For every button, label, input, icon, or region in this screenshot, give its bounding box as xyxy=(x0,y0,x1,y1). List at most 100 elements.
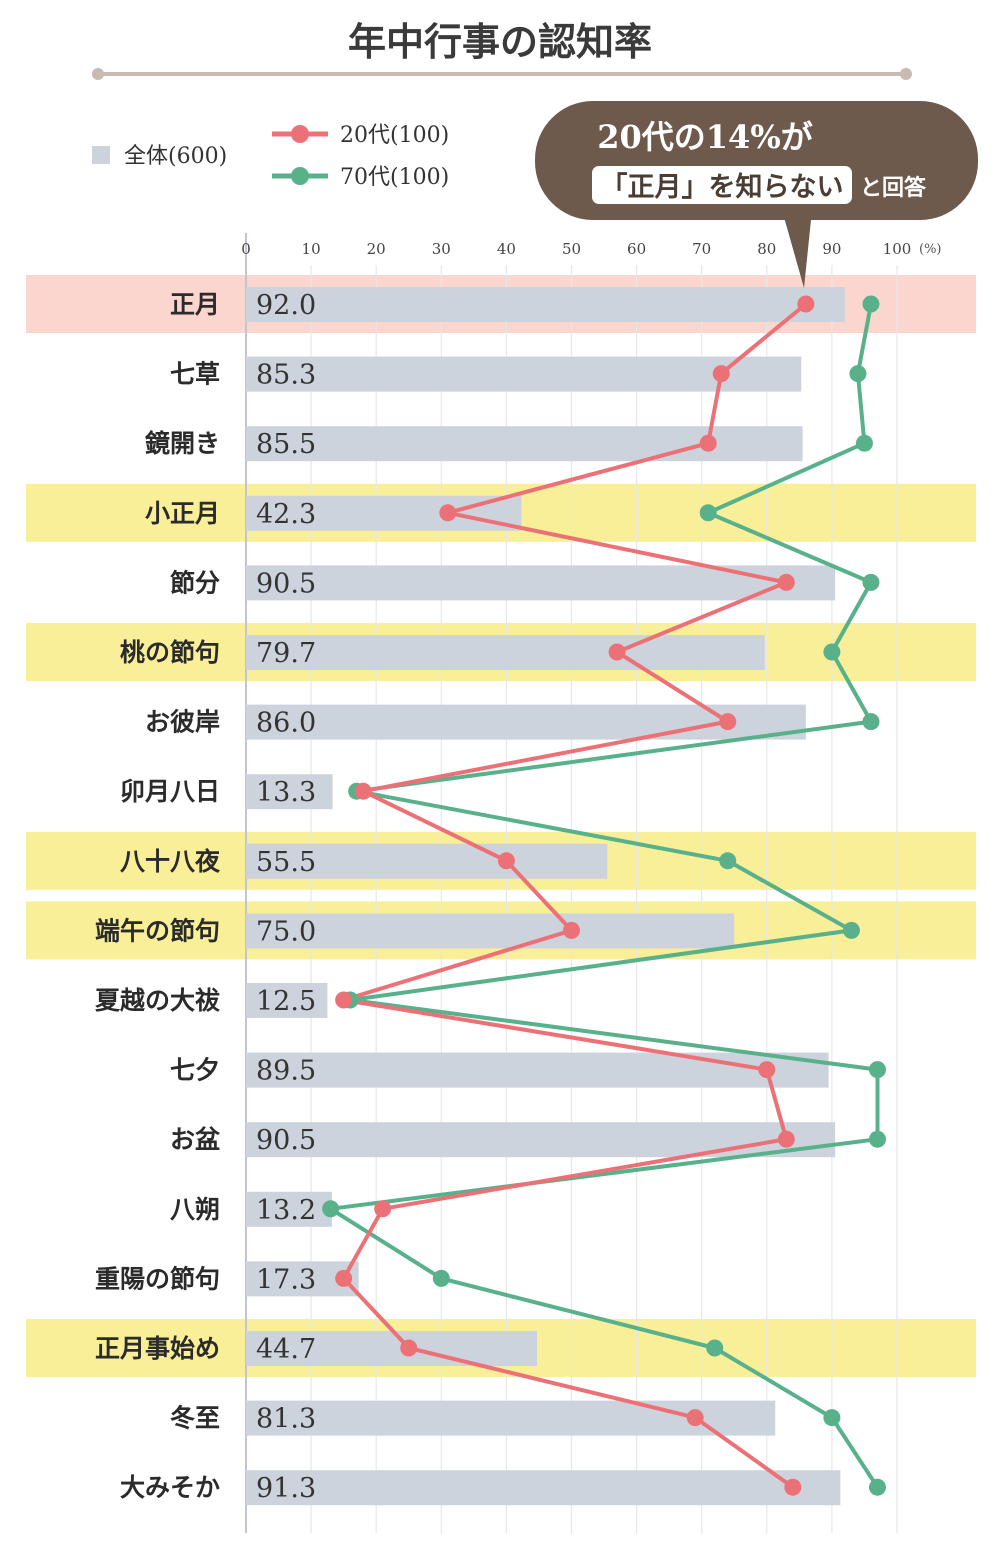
value-label-11: 89.5 xyxy=(256,1056,316,1087)
point-70s-15 xyxy=(706,1339,724,1357)
bar-4 xyxy=(246,565,836,601)
tick-label-40: 40 xyxy=(497,240,516,258)
category-label-2: 鏡開き xyxy=(145,429,220,458)
callout-line1: 20代の14%が xyxy=(597,118,812,156)
point-20s-8 xyxy=(497,852,515,870)
point-20s-7 xyxy=(354,782,372,800)
category-label-5: 桃の節句 xyxy=(120,638,220,667)
value-labels: 92.0 85.3 85.5 42.3 90.5 79.7 86.0 13.3 55.5 75.0… xyxy=(256,290,316,1504)
point-70s-8 xyxy=(719,852,737,870)
value-label-17: 91.3 xyxy=(256,1473,316,1504)
category-label-9: 端午の節句 xyxy=(95,916,220,945)
value-label-8: 55.5 xyxy=(256,847,316,878)
category-label-7: 卯月八日 xyxy=(120,777,220,806)
value-label-6: 86.0 xyxy=(256,708,316,739)
title-rule-dot-left xyxy=(92,68,104,80)
point-70s-17 xyxy=(868,1478,886,1496)
point-20s-6 xyxy=(719,713,737,731)
value-label-9: 75.0 xyxy=(256,916,316,947)
bar-2 xyxy=(246,426,803,462)
category-label-4: 節分 xyxy=(170,568,220,597)
point-70s-5 xyxy=(823,643,841,661)
tick-label-80: 80 xyxy=(757,240,776,258)
point-70s-11 xyxy=(868,1061,886,1079)
value-label-1: 85.3 xyxy=(256,360,316,391)
point-70s-3 xyxy=(699,504,717,522)
value-label-13: 13.2 xyxy=(256,1195,316,1226)
tick-label-90: 90 xyxy=(822,240,841,258)
legend-label-20s: 20代(100) xyxy=(340,123,449,148)
category-label-13: 八朔 xyxy=(170,1195,220,1224)
callout-line2-tail: と回答 xyxy=(860,175,927,201)
point-70s-14 xyxy=(432,1269,450,1287)
bar-7 xyxy=(246,774,333,810)
point-70s-0 xyxy=(862,295,880,313)
category-label-0: 正月 xyxy=(170,290,220,319)
callout-highlight-box xyxy=(592,166,852,204)
category-label-12: お盆 xyxy=(170,1125,221,1154)
point-20s-3 xyxy=(439,504,457,522)
category-label-8: 八十八夜 xyxy=(120,847,221,876)
point-20s-10 xyxy=(335,991,353,1009)
point-70s-12 xyxy=(868,1130,886,1148)
callout-pointer xyxy=(782,210,812,288)
bar-11 xyxy=(246,1052,829,1088)
point-20s-1 xyxy=(712,365,730,383)
category-label-10: 夏越の大祓 xyxy=(95,986,220,1015)
value-label-12: 90.5 xyxy=(256,1125,316,1156)
value-label-15: 44.7 xyxy=(256,1334,316,1365)
value-label-2: 85.5 xyxy=(256,429,316,460)
title-rule-dot-right xyxy=(900,68,912,80)
point-20s-12 xyxy=(777,1130,795,1148)
category-label-3: 小正月 xyxy=(145,499,220,528)
tick-label-30: 30 xyxy=(432,240,451,258)
legend-label-overall: 全体(600) xyxy=(124,144,227,169)
line-20s xyxy=(341,302,808,1489)
point-20s-13 xyxy=(374,1200,392,1218)
category-label-17: 大みそか xyxy=(120,1473,220,1502)
line-70s xyxy=(328,303,880,1489)
bar-9 xyxy=(246,913,735,949)
tick-label-0: 0 xyxy=(241,240,251,258)
point-70s-1 xyxy=(849,365,867,383)
legend-label-70s: 70代(100) xyxy=(340,165,449,190)
series-points xyxy=(322,295,886,1496)
chart-title: 年中行事の認知率 xyxy=(348,19,652,64)
value-label-14: 17.3 xyxy=(256,1264,316,1295)
value-label-7: 13.3 xyxy=(256,777,316,808)
bar-1 xyxy=(246,356,802,392)
value-label-10: 12.5 xyxy=(256,986,316,1017)
tick-label-60: 60 xyxy=(627,240,646,258)
point-20s-17 xyxy=(784,1478,802,1496)
bar-5 xyxy=(246,635,765,670)
point-70s-6 xyxy=(862,713,880,731)
series-lines xyxy=(328,302,880,1489)
point-70s-13 xyxy=(322,1200,340,1218)
legend-marker-20s xyxy=(291,125,309,143)
category-labels: 正月七草鏡開き小正月節分桃の節句お彼岸卯月八日八十八夜端午の節句夏越の大祓七夕お… xyxy=(95,290,221,1502)
bar-17 xyxy=(246,1470,841,1506)
point-20s-14 xyxy=(335,1269,353,1287)
point-20s-5 xyxy=(608,643,626,661)
point-70s-4 xyxy=(862,573,880,591)
value-label-0: 92.0 xyxy=(256,290,316,321)
tick-label-50: 50 xyxy=(562,240,581,258)
tick-label-70: 70 xyxy=(692,240,711,258)
value-label-3: 42.3 xyxy=(256,499,316,530)
legend-marker-70s xyxy=(291,167,309,185)
tick-label-20: 20 xyxy=(367,240,386,258)
tick-label-10: 10 xyxy=(302,240,321,258)
point-20s-4 xyxy=(777,573,795,591)
point-20s-9 xyxy=(563,921,580,939)
value-label-16: 81.3 xyxy=(256,1404,316,1435)
bar-13 xyxy=(246,1191,332,1227)
point-20s-0 xyxy=(797,295,815,313)
bar-10 xyxy=(246,983,328,1018)
value-label-4: 90.5 xyxy=(256,568,316,599)
point-20s-2 xyxy=(699,434,717,452)
legend-swatch-overall xyxy=(92,146,110,164)
bar-15 xyxy=(246,1331,537,1366)
tick-label-100: 100 xyxy=(883,240,912,258)
x-axis-unit: (%) xyxy=(919,242,942,257)
